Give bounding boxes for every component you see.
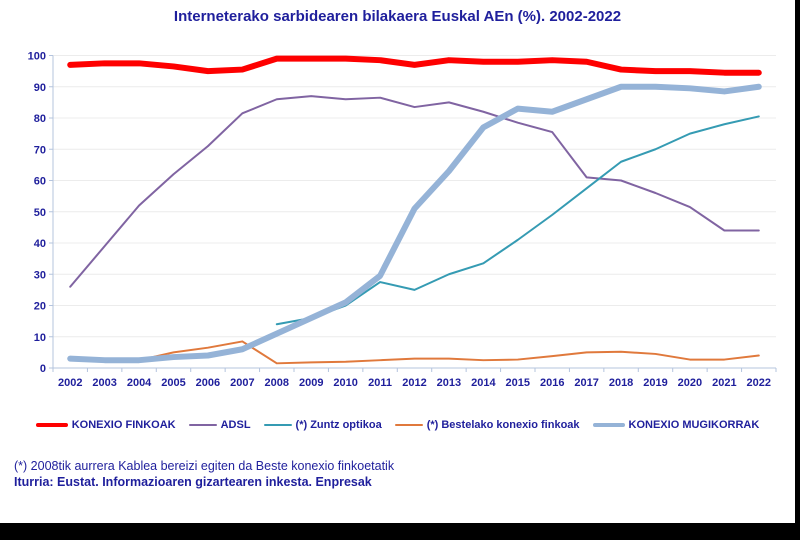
y-tick-label: 20: [34, 301, 46, 313]
legend-swatch: [592, 423, 625, 427]
x-tick-label: 2017: [574, 377, 598, 389]
x-tick-label: 2022: [747, 377, 771, 389]
x-tick-label: 2011: [368, 377, 392, 389]
series-line-zuntz-optikoa: [275, 115, 760, 326]
screen-edge-right: [795, 0, 800, 540]
legend-label: KONEXIO FINKOAK: [71, 419, 176, 431]
legend-item-konexio-finkoak: KONEXIO FINKOAK: [35, 419, 176, 431]
series-line-adsl: [69, 95, 760, 288]
chart-title: Interneterako sarbidearen bilakaera Eusk…: [173, 8, 622, 25]
chart-legend: KONEXIO FINKOAK ADSL (*) Zuntz optikoa (*) …: [0, 419, 795, 431]
chart-footnote: (*) 2008tik aurrera Kablea bereizi egite…: [14, 459, 395, 473]
x-tick-label: 2006: [196, 377, 220, 389]
y-tick-label: 50: [34, 207, 46, 219]
line-chart: 0 10 20 30 40 50 60 70 80 90 100 2002 2003 2004 2005 20…: [28, 51, 777, 389]
legend-item-konexio-mugikorrak: KONEXIO MUGIKORRAK: [592, 419, 760, 431]
x-tick-label: 2016: [540, 377, 564, 389]
x-tick-label: 2021: [712, 377, 736, 389]
x-tick-label: 2007: [230, 377, 254, 389]
y-tick-label: 90: [34, 82, 46, 94]
series-line-konexio-finkoak: [67, 55, 762, 76]
y-tick-label: 70: [34, 144, 46, 156]
x-tick-label: 2004: [127, 377, 152, 389]
y-tick-label: 80: [34, 113, 46, 125]
legend-swatch: [188, 424, 217, 426]
x-tick-label: 2012: [402, 377, 426, 389]
y-tick-label: 60: [34, 176, 46, 188]
x-tick-label: 2010: [333, 377, 357, 389]
series-line-bestelako-konexio-finkoak: [69, 340, 760, 365]
legend-item-bestelako-konexio-finkoak: (*) Bestelako konexio finkoak: [394, 419, 580, 431]
x-tick-label: 2015: [506, 377, 530, 389]
x-tick-label: 2008: [265, 377, 289, 389]
legend-swatch: [263, 424, 292, 426]
x-tick-label: 2018: [609, 377, 633, 389]
y-tick-label: 40: [34, 238, 46, 250]
y-tick-label: 0: [40, 363, 46, 375]
x-tick-label: 2019: [643, 377, 667, 389]
y-tick-label: 30: [34, 269, 46, 281]
legend-label: KONEXIO MUGIKORRAK: [628, 419, 760, 431]
x-tick-label: 2013: [437, 377, 461, 389]
x-tick-label: 2005: [161, 377, 185, 389]
x-tick-label: 2014: [471, 377, 496, 389]
legend-label: ADSL: [220, 419, 251, 431]
legend-item-adsl: ADSL: [188, 419, 251, 431]
x-tick-label: 2020: [678, 377, 702, 389]
chart-source: Iturria: Eustat. Informazioaren gizartea…: [14, 475, 372, 489]
legend-swatch: [35, 423, 68, 427]
series-line-konexio-mugikorrak: [67, 83, 762, 364]
y-tick-label: 10: [34, 332, 46, 344]
screen-edge-bottom: [0, 523, 800, 540]
legend-item-zuntz-optikoa: (*) Zuntz optikoa: [263, 419, 382, 431]
legend-label: (*) Zuntz optikoa: [295, 419, 382, 431]
legend-label: (*) Bestelako konexio finkoak: [426, 419, 580, 431]
y-tick-label: 100: [28, 51, 46, 63]
x-tick-label: 2009: [299, 377, 323, 389]
legend-swatch: [394, 424, 423, 426]
x-tick-label: 2003: [92, 377, 116, 389]
x-tick-label: 2002: [58, 377, 82, 389]
